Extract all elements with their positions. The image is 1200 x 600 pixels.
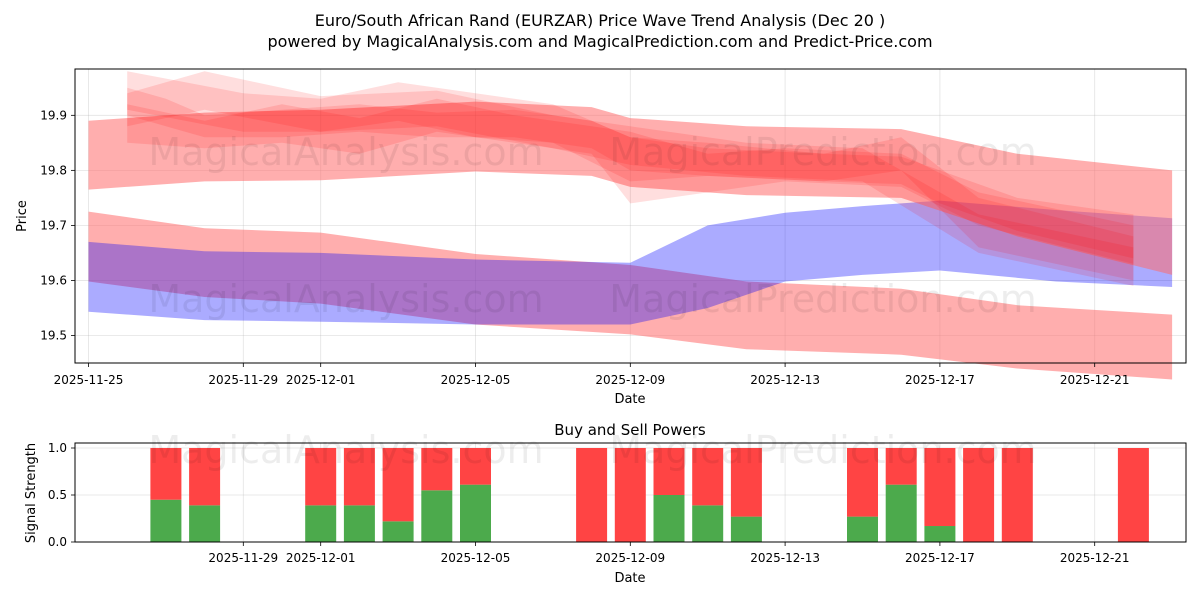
watermark-prediction-bottom: MagicalPrediction.com [609,428,1037,472]
buy-bar [189,505,221,542]
sell-bar [730,448,762,517]
sell-bar [305,448,337,506]
blue-band [88,200,1173,325]
signal-xtick-label: 2025-12-13 [750,551,820,565]
signal-xtick-label: 2025-11-29 [208,551,278,565]
sell-bar [885,448,917,485]
signal-ytick-label: 0.0 [48,535,67,549]
price-xtick-label: 2025-11-25 [54,373,124,387]
sell-bar [460,448,491,485]
watermark-prediction-mid: MagicalPrediction.com [609,277,1037,321]
sell-bar [963,448,995,542]
watermark-analysis-top: MagicalAnalysis.com [148,130,543,174]
price-bands [88,71,1173,380]
price-ytick-label: 19.7 [40,218,67,232]
buy-bar [692,505,724,542]
signal-bars [150,448,1149,542]
signal-xtick-label: 2025-12-17 [905,551,975,565]
price-xtick-label: 2025-12-05 [441,373,511,387]
signal-xtick-label: 2025-12-09 [595,551,665,565]
watermark-analysis-mid: MagicalAnalysis.com [148,277,543,321]
wave-band-3 [127,71,1134,286]
sell-bar [692,448,724,506]
chart-title-line2: powered by MagicalAnalysis.com and Magic… [267,32,932,51]
sell-bar [421,448,453,491]
buy-bar [847,516,878,542]
price-chart-x-ticks: 2025-11-25 2025-11-29 2025-12-01 2025-12-05… [54,363,1130,387]
buy-bar [885,484,917,542]
signal-xtick-label: 2025-12-21 [1060,551,1130,565]
chart-title-line1: Euro/South African Rand (EURZAR) Price W… [315,11,886,30]
buy-bar [924,526,956,542]
price-xtick-label: 2025-12-01 [286,373,356,387]
price-xtick-label: 2025-12-17 [905,373,975,387]
signal-chart-y-ticks: 0.0 0.5 1.0 [48,441,75,549]
wave-band-0 [127,87,1134,259]
watermark-analysis-bottom: MagicalAnalysis.com [148,428,543,472]
buy-bar [653,495,685,542]
signal-chart-ylabel: Signal Strength [24,443,39,543]
watermark-prediction-top: MagicalPrediction.com [609,130,1037,174]
wave-band-2 [127,71,1134,281]
price-chart-ylabel: Price [15,200,30,232]
sell-bar [576,448,608,542]
price-ytick-label: 19.8 [40,163,67,177]
signal-chart-x-ticks: 2025-11-29 2025-12-01 2025-12-05 2025-12-09… [208,542,1130,565]
signal-ytick-label: 0.5 [48,488,67,502]
buy-bar [305,505,337,542]
sell-bar [382,448,414,522]
sell-bar [150,448,182,500]
buy-bar [150,499,182,542]
upper-red-band [88,101,1173,275]
sell-bar [614,448,646,542]
price-ytick-label: 19.9 [40,108,67,122]
buy-bar [730,516,762,542]
price-chart-xlabel: Date [614,392,645,407]
sell-bar [653,448,685,495]
sell-bar [189,448,221,506]
price-xtick-label: 2025-12-09 [595,373,665,387]
signal-xtick-label: 2025-12-01 [286,551,356,565]
price-xtick-label: 2025-11-29 [208,373,278,387]
sell-bar [1001,448,1033,542]
price-xtick-label: 2025-12-13 [750,373,820,387]
sell-bar [1117,448,1149,542]
price-ytick-label: 19.5 [40,328,67,342]
signal-xtick-label: 2025-12-05 [441,551,511,565]
buy-bar [421,490,453,542]
price-xtick-label: 2025-12-21 [1060,373,1130,387]
price-chart-y-ticks: 19.5 19.6 19.7 19.8 19.9 [40,108,75,342]
buy-bar [382,521,414,542]
sell-bar [847,448,878,517]
wave-band-1 [127,98,1134,264]
sell-bar [343,448,375,506]
buy-bar [343,505,375,542]
signal-chart-xlabel: Date [614,571,645,586]
buy-bar [460,484,491,542]
sell-bar [924,448,956,527]
price-ytick-label: 19.6 [40,273,67,287]
signal-ytick-label: 1.0 [48,441,67,455]
lower-red-band [88,211,1173,380]
signal-chart-title: Buy and Sell Powers [554,421,706,439]
